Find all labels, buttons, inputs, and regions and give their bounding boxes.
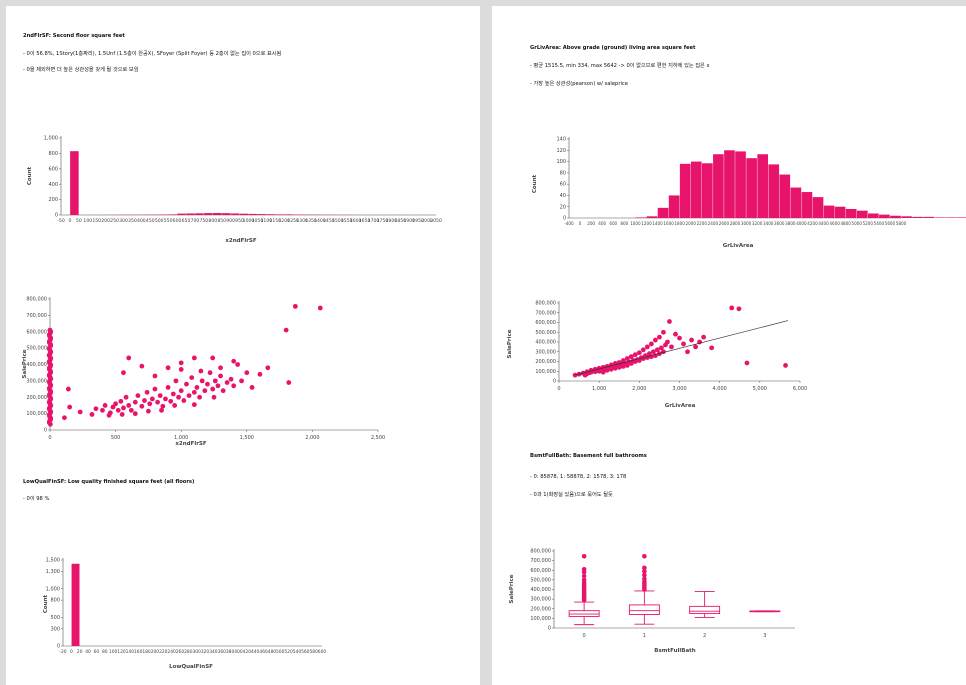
x-tick-label: 3 bbox=[763, 633, 766, 639]
x-tick-label: 80 bbox=[102, 649, 108, 655]
x-tick-label: 260 bbox=[176, 649, 185, 655]
y-tick-label: 500,000 bbox=[530, 577, 551, 583]
box-outlier bbox=[642, 554, 647, 559]
x-tick-label: 420 bbox=[243, 649, 252, 655]
x-tick-label: 40 bbox=[85, 649, 91, 655]
box-iqr bbox=[629, 605, 659, 615]
x-tick-label: 20 bbox=[77, 649, 83, 655]
x-tick-label: 440 bbox=[251, 649, 260, 655]
box-outlier bbox=[642, 566, 647, 571]
histogram-lowqualfinsf: 03005008001,0001,3001,500LowQualFinSFCou… bbox=[6, 6, 480, 685]
x-tick-label: 360 bbox=[218, 649, 227, 655]
y-tick-label: 600,000 bbox=[530, 568, 551, 574]
x-tick-label: 300 bbox=[192, 649, 201, 655]
x-tick-label: 120 bbox=[117, 649, 126, 655]
x-tick-label: 60 bbox=[94, 649, 100, 655]
y-tick-label: 0 bbox=[57, 644, 60, 650]
x-tick-label: 400 bbox=[234, 649, 243, 655]
document-page-left: 2ndFlrSF: Second floor square feet - 0이 … bbox=[6, 6, 480, 685]
y-axis-title: Count bbox=[43, 594, 49, 613]
x-tick-label: 160 bbox=[134, 649, 143, 655]
x-tick-label: 140 bbox=[126, 649, 135, 655]
x-axis-title: LowQualFinSF bbox=[169, 664, 213, 670]
x-tick-label: 480 bbox=[268, 649, 277, 655]
x-tick-label: 580 bbox=[309, 649, 318, 655]
y-tick-label: 300,000 bbox=[530, 597, 551, 603]
x-tick-label: 0 bbox=[583, 633, 586, 639]
box-outlier bbox=[582, 567, 587, 572]
y-tick-label: 800 bbox=[50, 598, 60, 604]
x-tick-label: -20 bbox=[59, 649, 66, 655]
x-tick-label: 180 bbox=[142, 649, 151, 655]
x-tick-label: 600 bbox=[318, 649, 327, 655]
box-outlier bbox=[582, 554, 587, 559]
x-tick-label: 0 bbox=[70, 649, 73, 655]
x-tick-label: 2 bbox=[703, 633, 706, 639]
y-tick-label: 400,000 bbox=[530, 587, 551, 593]
x-tick-label: 100 bbox=[109, 649, 118, 655]
x-tick-label: 340 bbox=[209, 649, 218, 655]
y-tick-label: 1,000 bbox=[46, 586, 60, 592]
x-tick-label: 380 bbox=[226, 649, 235, 655]
y-tick-label: 700,000 bbox=[530, 558, 551, 564]
x-tick-label: 460 bbox=[259, 649, 268, 655]
y-tick-label: 1,500 bbox=[46, 558, 60, 564]
x-tick-label: 240 bbox=[167, 649, 176, 655]
x-axis-title: BsmtFullBath bbox=[654, 648, 696, 654]
x-tick-label: 540 bbox=[293, 649, 302, 655]
x-tick-label: 200 bbox=[151, 649, 160, 655]
x-tick-label: 320 bbox=[201, 649, 210, 655]
x-tick-label: 520 bbox=[284, 649, 293, 655]
x-tick-label: 280 bbox=[184, 649, 193, 655]
x-tick-label: 560 bbox=[301, 649, 310, 655]
box-iqr bbox=[690, 606, 720, 613]
boxplot-bsmtfullbath-saleprice: 0 100,000 200,000 300,000 400,000 500,000 600,… bbox=[492, 6, 966, 685]
x-tick-label: 220 bbox=[159, 649, 168, 655]
y-tick-label: 300 bbox=[50, 626, 60, 632]
histogram-bar bbox=[72, 564, 80, 646]
y-tick-label: 500 bbox=[50, 615, 60, 621]
document-page-right: GrLivArea: Above grade (ground) living a… bbox=[492, 6, 966, 685]
y-tick-label: 200,000 bbox=[530, 606, 551, 612]
x-tick-label: 500 bbox=[276, 649, 285, 655]
y-tick-label: 1,300 bbox=[46, 569, 60, 575]
y-axis-title: SalePrice bbox=[509, 574, 515, 603]
y-tick-label: 100,000 bbox=[530, 616, 551, 622]
y-tick-label: 0 bbox=[548, 626, 551, 632]
y-tick-label: 800,000 bbox=[530, 549, 551, 555]
x-tick-label: 1 bbox=[643, 633, 646, 639]
box-iqr bbox=[569, 611, 599, 617]
